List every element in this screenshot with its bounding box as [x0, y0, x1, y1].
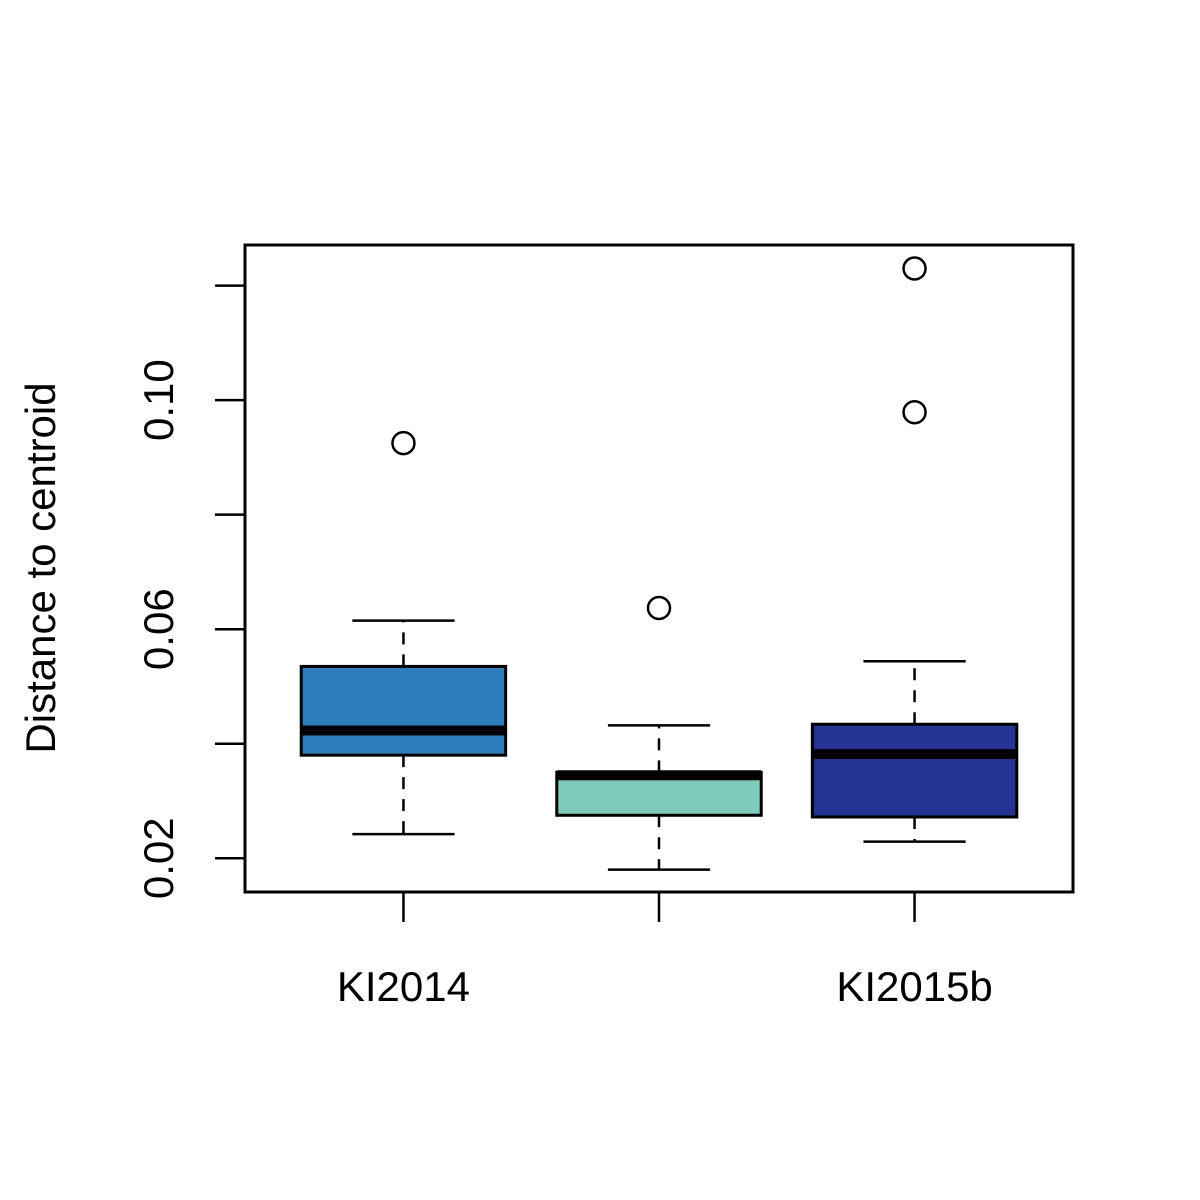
x-tick-label: KI2015b — [836, 963, 992, 1010]
y-tick-label: 0.02 — [135, 817, 182, 899]
y-tick-label: 0.06 — [135, 588, 182, 670]
y-axis-label: Distance to centroid — [17, 382, 64, 753]
box-iqr — [299, 664, 508, 757]
box-group — [299, 430, 508, 836]
x-axis: KI2014 KI2015b — [337, 892, 993, 1010]
outlier-point — [902, 399, 927, 425]
box-group — [810, 256, 1019, 843]
box-group — [555, 595, 763, 871]
box-iqr — [810, 722, 1019, 819]
y-axis: 0.02 0.06 0.10 — [135, 284, 245, 899]
y-tick-label: 0.10 — [135, 359, 182, 441]
outlier-point — [646, 595, 672, 621]
x-tick-label: KI2014 — [337, 963, 470, 1010]
outlier-point — [902, 256, 927, 281]
boxes-group — [299, 256, 1019, 871]
outlier-point — [391, 430, 416, 456]
